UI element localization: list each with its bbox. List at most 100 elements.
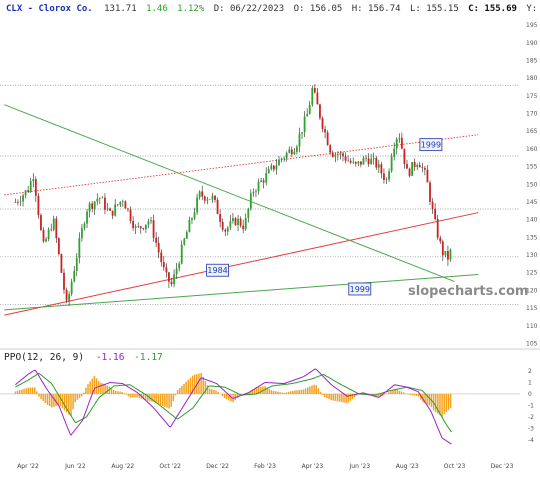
candle-body	[144, 224, 147, 230]
ppo-histogram-bar	[281, 392, 283, 394]
ppo-histogram-bar	[396, 389, 399, 394]
candle-body	[270, 165, 273, 169]
candle-body	[275, 165, 278, 170]
ppo-histogram-bar	[266, 387, 268, 394]
ppo-histogram-bar	[347, 393, 350, 403]
candle-body	[431, 201, 434, 209]
candle-body	[234, 218, 237, 225]
close-label: C: 155.69	[468, 4, 517, 14]
ppo-histogram-bar	[441, 393, 443, 417]
price-y-tick: 195	[526, 22, 538, 29]
candle-body	[152, 220, 155, 238]
candle-body	[416, 164, 419, 168]
candle-body	[104, 197, 106, 210]
candle-body	[93, 201, 96, 209]
ppo-histogram-bar	[313, 384, 315, 394]
last-price: 131.71	[104, 4, 137, 14]
candle-body	[439, 237, 442, 242]
candle-body	[447, 251, 449, 260]
candle-body	[65, 289, 68, 301]
candle-body	[331, 152, 334, 157]
candle-body	[206, 199, 209, 201]
candle-body	[42, 230, 45, 242]
candle-body	[418, 164, 421, 168]
candle-body	[441, 241, 444, 256]
candle-body	[162, 262, 165, 268]
ppo-histogram-bar	[270, 390, 273, 394]
ppo-histogram-bar	[127, 393, 130, 397]
x-tick: Dec '23	[491, 463, 514, 470]
ppo-histogram-bar	[411, 393, 413, 396]
annotation-label: 1999	[350, 285, 370, 294]
candle-body	[45, 239, 47, 242]
ppo-histogram-bar	[183, 383, 185, 394]
ppo-histogram-bar	[46, 393, 49, 405]
ppo-histogram-bar	[330, 393, 332, 401]
ppo-histogram-bar	[274, 391, 277, 394]
ppo-histogram-bar	[189, 377, 192, 394]
open-label: O: 156.05	[294, 4, 343, 14]
candle-body	[185, 232, 188, 239]
ppo-histogram-bar	[19, 390, 21, 394]
ppo-histogram-bar	[144, 393, 147, 401]
ppo-histogram-bar	[48, 393, 51, 407]
candle-body	[55, 218, 58, 239]
candle-body	[349, 160, 352, 163]
ppo-histogram-bar	[179, 388, 181, 394]
candle-body	[173, 274, 175, 285]
candle-body	[229, 221, 232, 228]
ppo-histogram-bar	[449, 393, 452, 409]
ppo-histogram-bar	[63, 393, 66, 411]
ppo-histogram-bar	[210, 389, 213, 394]
ppo-histogram-bar	[343, 393, 345, 403]
candle-body	[247, 208, 250, 218]
ppo-histogram-bar	[398, 390, 401, 394]
price-y-tick: 170	[526, 111, 538, 118]
candle-body	[344, 156, 347, 161]
candle-body	[362, 157, 365, 165]
candle-body	[155, 237, 158, 243]
price-y-tick: 125	[526, 270, 538, 277]
ppo-signal-value: -1.17	[134, 352, 163, 363]
ppo-y-tick: -3	[528, 426, 534, 433]
candle-body	[180, 244, 183, 264]
candle-body	[260, 180, 262, 182]
candle-body	[336, 154, 339, 156]
ppo-histogram-bar	[70, 393, 72, 416]
ppo-histogram-bar	[434, 393, 437, 413]
annotation-label: 1984	[207, 266, 227, 275]
candle-body	[329, 145, 332, 153]
ppo-histogram-bar	[257, 386, 260, 394]
ppo-histogram-bar	[315, 385, 318, 394]
ppo-histogram-bar	[260, 386, 262, 394]
ppo-histogram-bar	[294, 390, 296, 394]
candle-body	[116, 204, 119, 206]
candle-body	[380, 164, 383, 174]
ppo-histogram-bar	[383, 393, 386, 395]
ppo-histogram-bar	[181, 385, 183, 394]
ytd-label: Y: 177.40	[526, 4, 540, 14]
price-y-tick: 110	[526, 323, 538, 330]
candle-body	[367, 158, 370, 165]
candle-body	[193, 212, 196, 219]
candle-body	[357, 161, 360, 164]
chart-header: CLX - Clorox Co. 131.71 1.46 1.12% D: 06…	[6, 4, 540, 14]
candle-body	[96, 198, 99, 202]
ppo-histogram-bar	[351, 393, 354, 400]
x-tick: Oct '22	[159, 463, 181, 470]
ppo-histogram-bar	[379, 393, 382, 398]
ppo-histogram-bar	[198, 373, 200, 394]
candle-body	[86, 211, 88, 224]
ppo-histogram-bar	[272, 390, 275, 394]
ppo-histogram-bar	[51, 393, 53, 408]
candle-body	[160, 252, 163, 263]
candle-body	[175, 268, 178, 275]
ppo-histogram-bar	[238, 393, 241, 397]
candle-body	[278, 159, 280, 166]
candle-body	[326, 132, 329, 146]
candle-body	[334, 154, 337, 157]
candle-body	[101, 197, 104, 199]
ppo-histogram-bar	[415, 393, 418, 396]
candle-body	[37, 195, 40, 216]
candle-body	[216, 199, 219, 215]
